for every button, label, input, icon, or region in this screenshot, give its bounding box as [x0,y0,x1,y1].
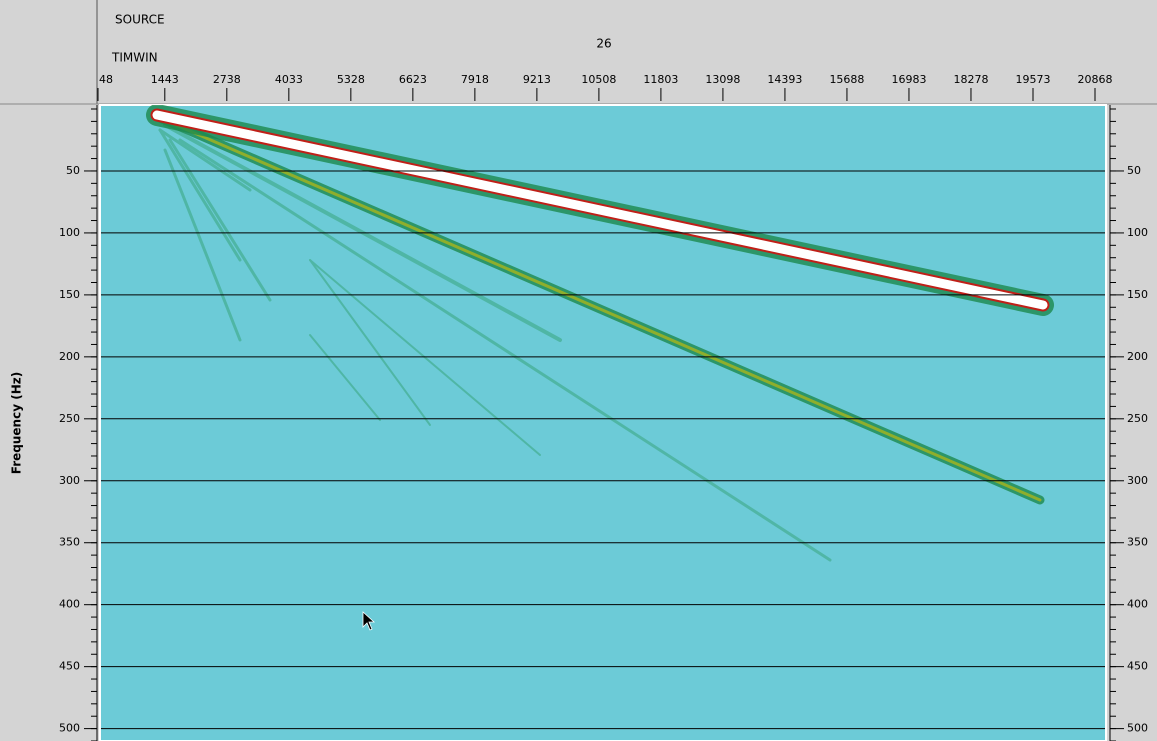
x-tick-label: 15688 [829,73,864,86]
y-tick-label-right: 100 [1127,226,1148,239]
x-tick-label: 2738 [213,73,241,86]
x-label: TIMWIN [111,51,158,65]
y-tick-label: 500 [59,722,80,735]
y-tick-label-right: 400 [1127,598,1148,611]
y-tick-label: 200 [59,350,80,363]
y-tick-label: 250 [59,412,80,425]
source-label: SOURCE [115,13,165,27]
y-tick-label: 150 [59,288,80,301]
y-tick-label-right: 350 [1127,536,1148,549]
y-tick-label-right: 450 [1127,660,1148,673]
x-tick-label: 19573 [1015,73,1050,86]
mouse-cursor [362,611,376,631]
y-tick-label: 350 [59,536,80,549]
x-tick-label: 6623 [399,73,427,86]
x-tick-label: 18278 [953,73,988,86]
y-tick-label: 300 [59,474,80,487]
y-tick-label: 400 [59,598,80,611]
x-tick-label: 1443 [151,73,179,86]
y-tick-label-right: 500 [1127,722,1148,735]
x-tick-label: 7918 [461,73,489,86]
y-tick-label: 450 [59,660,80,673]
x-tick-label: 16983 [891,73,926,86]
x-tick-label: 10508 [581,73,616,86]
x-tick-label: 4033 [275,73,303,86]
y-tick-label: 50 [66,164,80,177]
y-axis-label: Frequency (Hz) [10,372,24,474]
x-tick-label: 5328 [337,73,365,86]
x-tick-label: 14393 [767,73,802,86]
x-tick-label: 48 [99,73,113,86]
y-tick-label-right: 300 [1127,474,1148,487]
x-tick-label: 9213 [523,73,551,86]
y-tick-label-right: 200 [1127,350,1148,363]
x-tick-label: 20868 [1078,73,1113,86]
y-tick-label: 100 [59,226,80,239]
y-tick-label-right: 50 [1127,164,1141,177]
y-tick-label-right: 150 [1127,288,1148,301]
y-tick-label-right: 250 [1127,412,1148,425]
source-value: 26 [596,37,611,51]
x-tick-label: 11803 [643,73,678,86]
x-tick-label: 13098 [705,73,740,86]
